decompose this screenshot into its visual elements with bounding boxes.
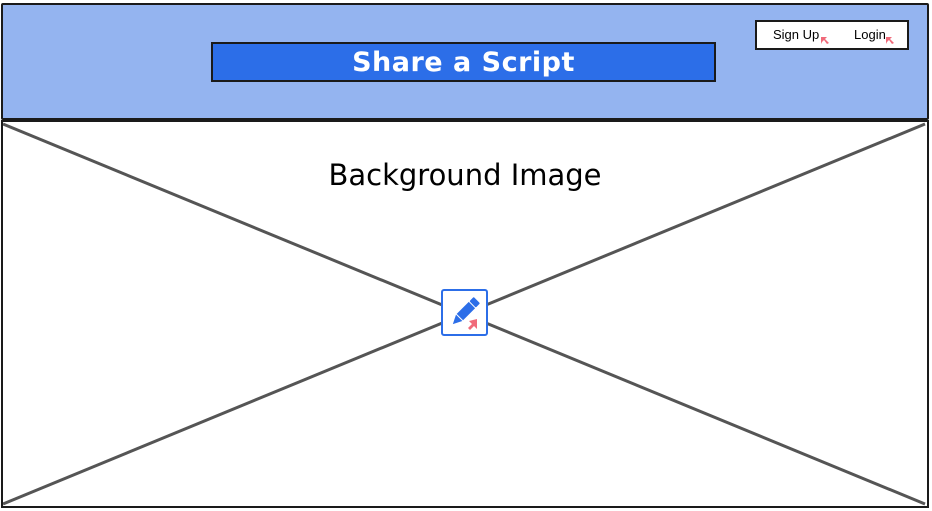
signup-link[interactable]: Sign Up bbox=[773, 27, 820, 42]
header: Share a Script Sign Up Login bbox=[1, 3, 929, 120]
edit-image-button[interactable] bbox=[441, 289, 488, 336]
signup-link-marker-icon bbox=[821, 37, 829, 44]
background-image-placeholder: Background Image bbox=[1, 120, 929, 508]
background-image-label: Background Image bbox=[328, 158, 602, 192]
edit-pencil-icon bbox=[452, 297, 480, 330]
site-title: Share a Script bbox=[352, 46, 575, 78]
site-title-banner: Share a Script bbox=[211, 42, 716, 82]
auth-links: Sign Up Login bbox=[755, 20, 909, 50]
login-link-marker-icon bbox=[886, 37, 894, 44]
login-link[interactable]: Login bbox=[854, 27, 886, 42]
